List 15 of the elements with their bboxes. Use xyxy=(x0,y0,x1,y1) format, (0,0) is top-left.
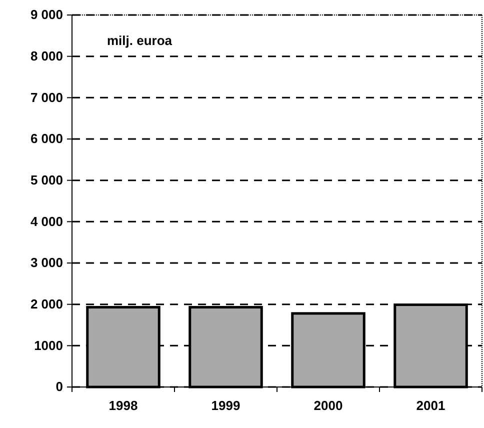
y-tick-label: 0 xyxy=(56,379,63,394)
x-tick-label: 1999 xyxy=(211,398,240,414)
y-tick-label: 7 000 xyxy=(30,90,63,105)
y-tick-label: 8 000 xyxy=(30,48,63,64)
x-tick-label: 1998 xyxy=(108,398,138,414)
y-tick-label: 1000 xyxy=(34,338,63,353)
annotation: milj. euroa xyxy=(107,33,173,48)
y-tick-label: 4 000 xyxy=(30,214,63,229)
y-tick-label: 6 000 xyxy=(30,131,63,146)
y-tick-label: 2 000 xyxy=(30,296,63,312)
x-tick-label: 2001 xyxy=(416,398,446,414)
y-tick-label: 9 000 xyxy=(30,7,63,22)
y-tick-label: 3 000 xyxy=(30,255,63,270)
x-tick-label: 2000 xyxy=(314,398,343,414)
y-tick-label: 5 000 xyxy=(30,172,63,188)
